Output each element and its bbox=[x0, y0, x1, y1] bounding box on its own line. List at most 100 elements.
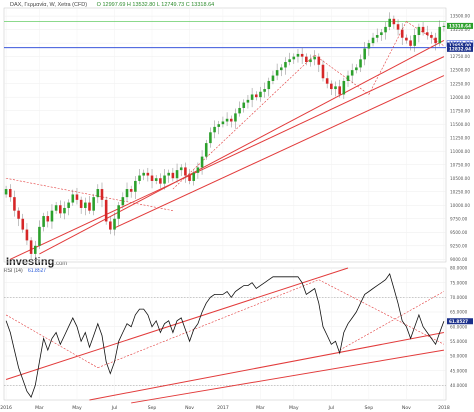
candle-bull bbox=[209, 132, 212, 144]
rsi-trend-dashed bbox=[97, 279, 319, 369]
candle-bull bbox=[200, 156, 204, 168]
candle-bear bbox=[300, 53, 304, 57]
candles bbox=[4, 12, 446, 262]
candle-bear bbox=[405, 37, 408, 41]
rsi-tick-label: 55.0000 bbox=[450, 339, 468, 344]
candle-bull bbox=[138, 175, 141, 181]
price-tick-label: 9500.00 bbox=[450, 230, 468, 235]
price-tick-label: 9750.00 bbox=[450, 216, 468, 221]
price-tick-label: 11500.00 bbox=[450, 122, 470, 127]
candle-bull bbox=[279, 67, 283, 71]
candle-bull bbox=[67, 202, 70, 208]
candle-bear bbox=[21, 218, 25, 230]
rsi-tick-label: 65.0000 bbox=[450, 310, 468, 315]
price-frame bbox=[3, 7, 447, 263]
candle-bear bbox=[338, 86, 341, 95]
price-tick-label: 10750.00 bbox=[450, 162, 470, 167]
candle-bear bbox=[396, 24, 400, 30]
price-trend-lines bbox=[4, 21, 446, 260]
candle-bull bbox=[84, 202, 87, 208]
candle-bull bbox=[363, 48, 366, 60]
candle-bull bbox=[213, 126, 216, 133]
candle-bull bbox=[384, 26, 387, 33]
rsi-title: RSI (14) 61.8527 bbox=[4, 268, 46, 274]
candle-bear bbox=[400, 29, 404, 38]
chart-title: DAX, Γερμανία, W, Xetra (CFD) O 12997.69… bbox=[10, 2, 214, 8]
price-tag bbox=[447, 22, 473, 29]
price-trend-dashed bbox=[314, 54, 370, 95]
candle-bull bbox=[4, 189, 8, 195]
candle-bull bbox=[175, 170, 179, 179]
x-tick-label: Nov bbox=[402, 405, 411, 411]
rsi-trend-solid bbox=[5, 267, 349, 380]
rsi-grid bbox=[3, 267, 447, 401]
candle-bull bbox=[125, 189, 129, 198]
candle-bear bbox=[184, 167, 187, 176]
x-tick-label: 2018 bbox=[438, 405, 450, 411]
rsi-trend-dashed bbox=[5, 314, 98, 368]
rsi-name: RSI (14) bbox=[4, 268, 23, 274]
candle-bull bbox=[117, 205, 120, 219]
rsi-tick-label: 70.0000 bbox=[450, 295, 468, 300]
candle-bull bbox=[313, 56, 316, 60]
rsi-frame bbox=[3, 267, 447, 401]
candle-bull bbox=[96, 189, 100, 198]
candle-bull bbox=[271, 75, 275, 81]
price-axis: 9000.00 9250.00 9500.00 9750.00 10000.00 1025… bbox=[446, 14, 474, 262]
candle-bull bbox=[179, 167, 183, 171]
rsi-last-value: 61.8527 bbox=[28, 268, 47, 274]
instrument-name: DAX, Γερμανία, W, Xetra (CFD) bbox=[10, 2, 88, 8]
candle-bull bbox=[417, 26, 421, 36]
candle-bull bbox=[63, 207, 66, 214]
candle-bear bbox=[321, 64, 325, 79]
price-tag-label: 13318.64 bbox=[449, 24, 471, 29]
candle-bull bbox=[163, 175, 166, 184]
price-tick-label: 12500.00 bbox=[450, 68, 470, 73]
candle-bear bbox=[8, 189, 12, 198]
candle-bear bbox=[29, 240, 33, 254]
rsi-trend-lines bbox=[5, 267, 445, 404]
candle-bear bbox=[17, 210, 20, 219]
candle-bull bbox=[413, 35, 417, 46]
candle-bear bbox=[171, 172, 175, 179]
x-tick-label: Sep bbox=[365, 405, 374, 411]
brand-suffix: .com bbox=[54, 261, 68, 267]
candle-bear bbox=[104, 199, 108, 222]
rsi-tick-label: 75.0000 bbox=[450, 280, 468, 285]
price-tag-label: 12832.94 bbox=[449, 46, 471, 51]
price-trend-dashed bbox=[6, 177, 173, 211]
candle-bear bbox=[421, 26, 425, 33]
candle-bull bbox=[342, 80, 346, 95]
candle-bear bbox=[434, 37, 437, 44]
x-tick-label: Nov bbox=[185, 405, 194, 411]
candle-bear bbox=[409, 40, 412, 46]
rsi-trend-solid bbox=[89, 332, 445, 401]
candle-bull bbox=[438, 26, 442, 44]
candle-bull bbox=[267, 80, 271, 90]
candle-bull bbox=[204, 143, 208, 157]
candle-bull bbox=[309, 59, 312, 63]
candle-bull bbox=[346, 75, 350, 81]
candle-bull bbox=[284, 62, 287, 68]
candle-bull bbox=[234, 113, 237, 122]
candle-bear bbox=[100, 189, 104, 200]
candle-bear bbox=[305, 56, 308, 63]
candle-bull bbox=[246, 99, 250, 103]
price-tick-label: 11000.00 bbox=[450, 149, 470, 154]
rsi-trend-dashed bbox=[318, 279, 445, 345]
x-tick-label: May bbox=[72, 405, 82, 411]
price-tick-label: 9000.00 bbox=[450, 257, 468, 262]
price-tick-label: 11250.00 bbox=[450, 135, 470, 140]
price-trend-dashed bbox=[368, 21, 407, 95]
candle-bull bbox=[355, 67, 358, 71]
x-tick-label: Jul bbox=[111, 405, 118, 411]
candle-bull bbox=[113, 218, 116, 230]
rsi-series bbox=[5, 273, 445, 398]
candle-bull bbox=[167, 172, 171, 176]
x-tick-label: 2017 bbox=[217, 405, 229, 411]
candle-bear bbox=[317, 56, 321, 65]
price-tick-label: 10500.00 bbox=[450, 176, 470, 181]
rsi-tick-label: 50.0000 bbox=[450, 354, 468, 359]
candle-bull bbox=[217, 124, 221, 127]
